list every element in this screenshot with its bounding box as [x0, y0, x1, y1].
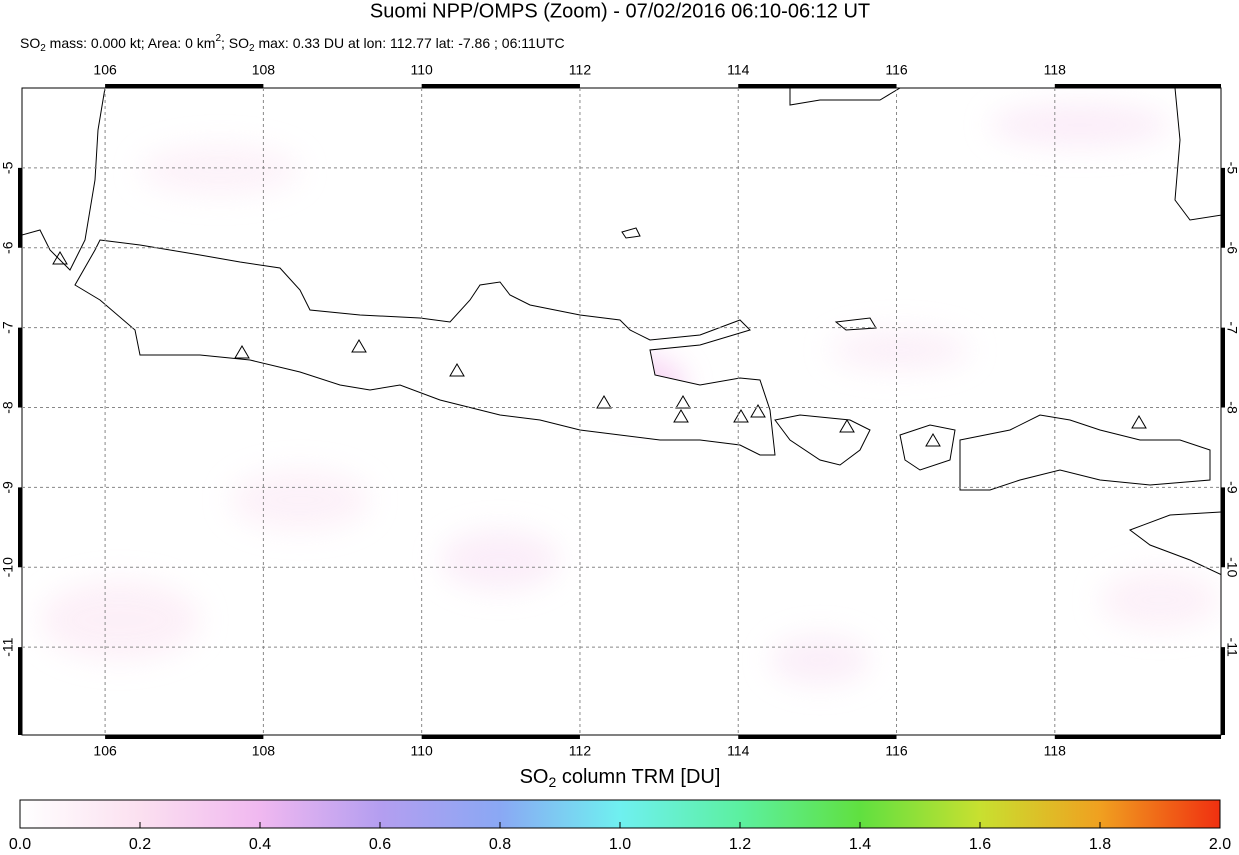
subtitle-part: ; SO: [221, 35, 249, 51]
coast: [621, 227, 641, 239]
volcano: [733, 409, 749, 423]
subtitle-sub: 2: [40, 43, 46, 54]
x-tick-label: 110: [411, 743, 434, 759]
colorbar-tick-label: 1.2: [729, 836, 751, 853]
coast: [22, 88, 106, 271]
coast: [899, 424, 956, 471]
volcano: [449, 363, 465, 377]
volcano: [52, 251, 68, 265]
colorbar-tick-label: 0.2: [129, 836, 151, 853]
y-tick-label: -7: [1224, 321, 1239, 334]
colorbar-tick-label: 1.4: [849, 836, 871, 853]
coast: [1128, 511, 1221, 576]
colorbar-tick-label: 2.0: [1209, 836, 1231, 853]
map-area: [22, 88, 1221, 685]
x-tick-label: 108: [252, 62, 276, 78]
frame-band: [738, 735, 897, 739]
x-tick-label: 114: [727, 743, 750, 759]
volcano: [839, 419, 855, 433]
volcano: [673, 409, 689, 423]
y-tick-label: -7: [0, 321, 16, 334]
frame-band: [105, 735, 264, 739]
x-tick-label: 114: [727, 62, 750, 78]
volcano: [351, 339, 367, 353]
x-tick-label: 112: [569, 743, 592, 759]
frame-band: [738, 84, 897, 88]
colorbar-tick-label: 0.0: [9, 836, 31, 853]
frame-band: [1221, 647, 1225, 735]
coast: [774, 414, 871, 466]
subtitle-sup: 2: [215, 33, 221, 44]
frame-band: [1221, 327, 1225, 408]
coast: [789, 88, 901, 106]
volcano: [750, 404, 766, 418]
y-tick-label: -9: [0, 481, 16, 494]
y-tick-label: -11: [1224, 638, 1239, 657]
y-tick-label: -5: [1224, 162, 1239, 175]
frame-band: [18, 487, 22, 568]
frame-band: [18, 327, 22, 408]
y-tick-label: -10: [0, 557, 16, 577]
colorbar-label: SO2 column TRM [DU]: [520, 766, 721, 789]
x-tick-label: 108: [252, 743, 276, 759]
coast: [74, 239, 776, 456]
y-tick-label: -5: [0, 161, 16, 174]
frame-band: [1221, 487, 1225, 568]
frame-band: [421, 84, 580, 88]
x-tick-label: 116: [885, 62, 908, 78]
colorbar-label-part: column TRM [DU]: [556, 766, 720, 788]
x-tick-label: 112: [569, 62, 592, 78]
frame-band: [1054, 735, 1221, 739]
map-frame: [21, 87, 1222, 736]
volcano: [925, 433, 941, 447]
subtitle-part: mass: 0.000 kt; Area: 0 km: [46, 35, 216, 51]
colorbar-tick-label: 0.4: [249, 836, 271, 853]
frame-band: [18, 647, 22, 735]
coastlines: [22, 88, 1221, 576]
title: Suomi NPP/OMPS (Zoom) - 07/02/2016 06:10…: [370, 0, 870, 22]
colorbar-tick-label: 0.8: [489, 836, 511, 853]
colorbar-tick-label: 1.0: [609, 836, 631, 853]
y-tick-label: -10: [1224, 557, 1239, 577]
frame-band: [105, 84, 264, 88]
frame-band: [421, 735, 580, 739]
subtitle: SO2 mass: 0.000 kt; Area: 0 km2; SO2 max…: [20, 33, 565, 54]
y-tick-label: -11: [0, 637, 16, 656]
x-tick-label: 106: [93, 62, 117, 78]
y-tick-label: -8: [1224, 401, 1239, 414]
subtitle-part: SO: [20, 35, 40, 51]
colorbar-label-part: SO: [520, 766, 549, 788]
y-tick-label: -8: [0, 401, 16, 414]
volcano: [234, 345, 250, 359]
volcano: [1131, 415, 1147, 429]
x-tick-label: 106: [93, 743, 117, 759]
x-tick-label: 110: [411, 62, 434, 78]
y-tick-label: -6: [0, 241, 16, 254]
colorbar-tick-label: 1.8: [1089, 836, 1111, 853]
x-tick-label: 118: [1044, 743, 1067, 759]
coast: [834, 317, 877, 331]
x-tick-label: 116: [885, 743, 908, 759]
colorbar-tick-label: 1.6: [969, 836, 991, 853]
frame-band: [1221, 167, 1225, 248]
frame-band: [1054, 84, 1221, 88]
coast: [1174, 88, 1221, 221]
volcanoes: [52, 251, 1147, 447]
frame-band: [18, 167, 22, 248]
subtitle-sub: 2: [249, 43, 255, 54]
colorbar-label-sub: 2: [549, 774, 557, 790]
colorbar-tick-label: 0.6: [369, 836, 391, 853]
y-tick-label: -9: [1224, 481, 1239, 494]
coast: [959, 414, 1211, 491]
y-tick-label: -6: [1224, 242, 1239, 255]
subtitle-part: max: 0.33 DU at lon: 112.77 lat: -7.86 ;…: [255, 35, 565, 51]
x-tick-label: 118: [1044, 62, 1067, 78]
